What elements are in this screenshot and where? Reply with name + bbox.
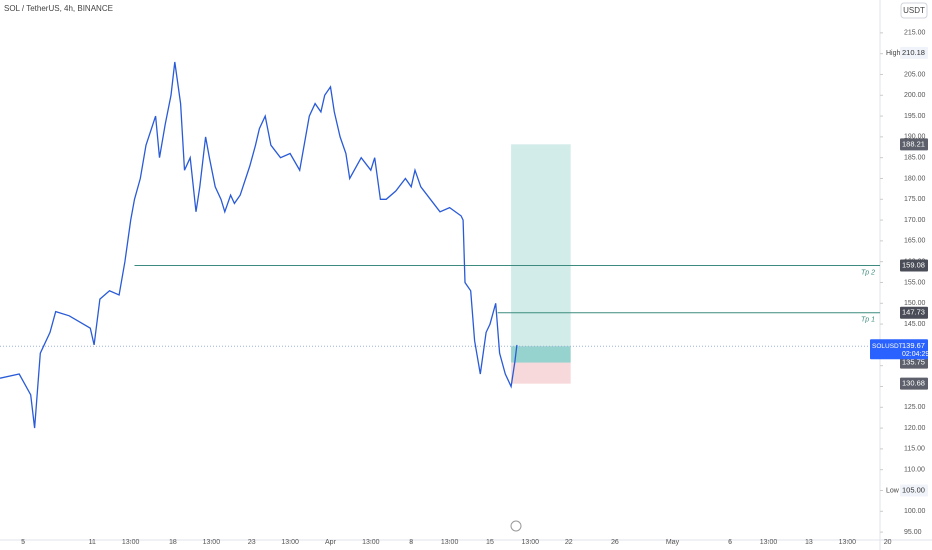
chart-title: SOL / TetherUS, 4h, BINANCE [4, 4, 113, 13]
y-tick-label: 205.00 [904, 71, 926, 78]
y-tick-label: 215.00 [904, 30, 926, 37]
level-label: Tp 1 [861, 317, 875, 324]
x-tick-label: 15 [486, 539, 494, 546]
price-tag-label: 210.18 [902, 48, 925, 57]
x-tick-label: 13 [805, 539, 813, 546]
y-tick-label: 95.00 [904, 529, 922, 536]
stop-zone [511, 362, 571, 384]
last-price-label: 139.67 [902, 341, 925, 350]
y-tick-label: 195.00 [904, 113, 926, 120]
x-tick-label: 13:00 [122, 539, 140, 546]
level-label: Tp 2 [861, 269, 875, 276]
price-tag [900, 259, 928, 272]
low-label: Low [886, 487, 900, 494]
price-tag-label: 147.73 [902, 308, 925, 317]
y-tick-label: 165.00 [904, 238, 926, 245]
price-tag-label: 159.08 [902, 260, 925, 269]
x-tick-label: 23 [248, 539, 256, 546]
x-tick-label: Apr [325, 539, 337, 546]
price-tag-label: 130.68 [902, 379, 925, 388]
open-pnl-zone [511, 346, 571, 363]
x-tick-label: 22 [565, 539, 573, 546]
price-tag [900, 138, 928, 151]
y-tick-label: 185.00 [904, 155, 926, 162]
price-tag-label: 188.21 [902, 139, 925, 148]
y-tick-label: 125.00 [904, 404, 926, 411]
x-tick-label: 11 [89, 539, 96, 546]
price-tag [900, 306, 928, 319]
y-tick-label: 150.00 [904, 300, 926, 307]
y-tick-label: 120.00 [904, 425, 926, 432]
x-tick-label: 13:00 [362, 539, 380, 546]
y-tick-label: 200.00 [904, 92, 926, 99]
y-tick-label: 110.00 [904, 467, 925, 474]
event-icon[interactable] [510, 520, 522, 532]
high-label: High [886, 50, 901, 57]
x-tick-label: 13:00 [760, 539, 778, 546]
price-line [0, 61, 518, 429]
y-tick-label: 170.00 [904, 217, 926, 224]
countdown: 02:04:29 [902, 351, 929, 358]
target-zone [511, 144, 571, 363]
x-tick-label: 5 [21, 539, 25, 546]
price-tag [900, 46, 928, 59]
x-tick-label: 26 [611, 539, 619, 546]
y-tick-label: 145.00 [904, 321, 926, 328]
y-tick-label: 190.00 [904, 134, 926, 141]
x-tick-label: 13:00 [522, 539, 540, 546]
x-tick-label: 13:00 [281, 539, 299, 546]
price-tag-label: 135.75 [902, 358, 925, 367]
currency-button[interactable] [900, 2, 928, 19]
x-tick-label: 6 [728, 539, 732, 546]
y-tick-label: 100.00 [904, 508, 926, 515]
x-tick-label: 18 [169, 539, 177, 546]
price-tag [900, 356, 928, 369]
x-tick-label: 13:00 [203, 539, 221, 546]
y-tick-label: 155.00 [904, 279, 926, 286]
price-tag [900, 484, 928, 497]
x-tick-label: 13:00 [441, 539, 459, 546]
x-tick-label: May [666, 539, 680, 546]
y-tick-label: 115.00 [904, 446, 925, 453]
last-price-tag [870, 339, 928, 360]
currency[interactable]: USDT [903, 6, 925, 15]
y-tick-label: 175.00 [904, 196, 926, 203]
last-price-symbol: SOLUSDT [872, 343, 903, 350]
x-tick-label: 13:00 [839, 539, 857, 546]
price-tag-label: 105.00 [902, 485, 925, 494]
price-tag [900, 377, 928, 390]
x-tick-label: 8 [409, 539, 413, 546]
y-tick-label: 180.00 [904, 175, 926, 182]
x-tick-label: 20 [884, 539, 892, 546]
